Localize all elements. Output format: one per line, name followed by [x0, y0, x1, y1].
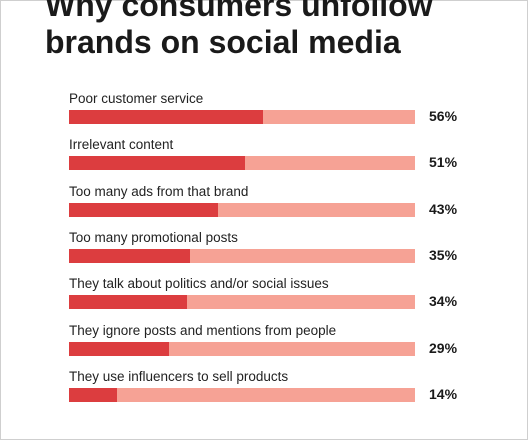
bar-category-label: Too many ads from that brand	[69, 183, 249, 199]
bar-category-label: They use influencers to sell products	[69, 368, 289, 384]
bar-category-label: They ignore posts and mentions from peop…	[69, 322, 337, 338]
chart-title-line-2: brands on social media	[45, 24, 401, 60]
bar-track	[69, 156, 415, 171]
bar-fill	[69, 110, 263, 124]
bar-value-label: 14%	[429, 385, 458, 402]
bar-track	[69, 341, 415, 356]
chart-title-line-1: Why consumers unfollow	[45, 0, 433, 23]
bar-fill	[69, 341, 170, 356]
bar-track	[69, 110, 415, 124]
chart-title: Why consumers unfollow brands on social …	[45, 0, 525, 61]
bar-fill	[69, 248, 191, 263]
bar-value-label: 43%	[429, 200, 458, 217]
bar-track	[69, 295, 415, 310]
bar-fill	[69, 156, 246, 171]
bar-category-label: Too many promotional posts	[69, 229, 238, 245]
bar-fill	[69, 387, 118, 402]
bar-track	[69, 248, 415, 263]
bar-fill	[69, 295, 187, 310]
bar-track	[69, 202, 415, 217]
bar-track	[69, 387, 415, 402]
bar-value-label: 56%	[429, 108, 458, 124]
bar-value-label: 34%	[429, 293, 458, 310]
bar-value-label: 35%	[429, 246, 458, 263]
bar-category-label: They talk about politics and/or social i…	[69, 276, 329, 292]
bar-category-label: Poor customer service	[69, 91, 204, 106]
bar-fill	[69, 202, 218, 217]
bar-value-label: 29%	[429, 339, 458, 356]
bar-category-label: Irrelevant content	[69, 137, 174, 153]
bar-value-label: 51%	[429, 154, 458, 171]
